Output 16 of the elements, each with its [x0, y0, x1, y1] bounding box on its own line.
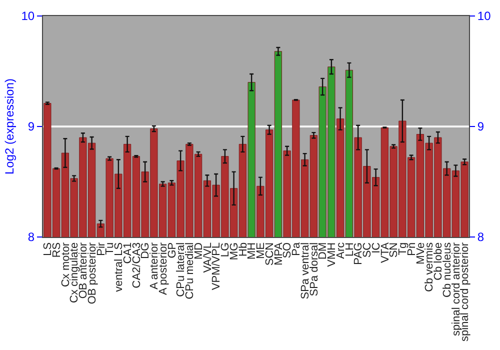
x-tick-label: OB posterior — [86, 242, 98, 304]
x-tick-label: Arc — [334, 242, 347, 259]
x-tick-label: Tg — [397, 242, 410, 256]
x-tick-label: IC — [370, 242, 382, 254]
y-tick-label: 10 — [21, 9, 35, 24]
y-tick-label: 8 — [28, 230, 35, 244]
y-tick-label: 9 — [28, 120, 35, 134]
y2-tick-label: 8 — [477, 230, 484, 244]
y2-tick-label: 9 — [477, 120, 484, 134]
x-tick-label: SCN — [264, 242, 276, 266]
x-tick-label: Cb nucleus — [441, 242, 454, 298]
x-tick-label: RS — [50, 242, 63, 258]
x-tick-label: spinal cord posterior — [459, 242, 472, 342]
x-tick-label: A posterior — [157, 242, 170, 295]
y-axis-title: Log2 (expression) — [2, 78, 17, 175]
y2-tick-label: 10 — [477, 9, 492, 24]
